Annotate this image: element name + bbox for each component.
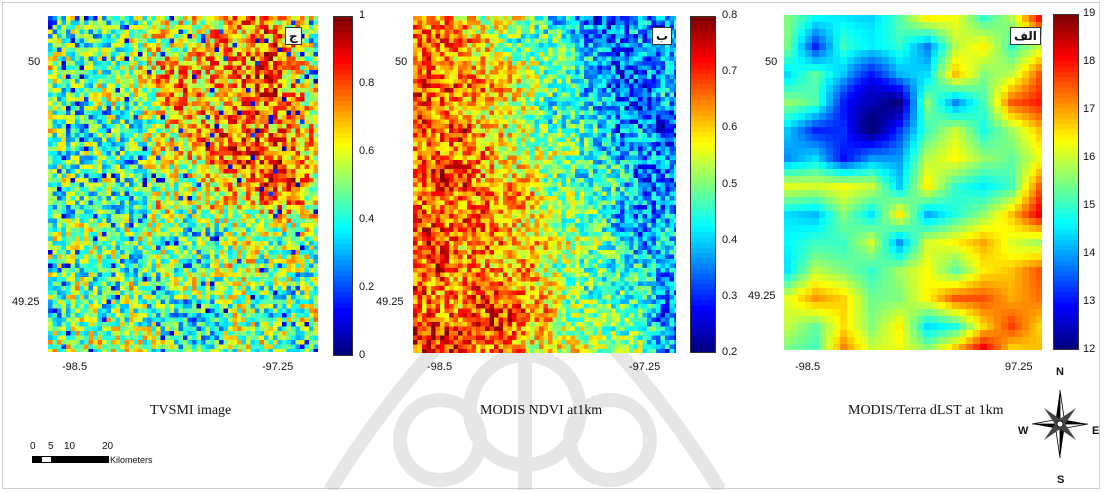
colorbar-tick: 16 <box>1083 151 1096 163</box>
map-panel-dlst <box>784 15 1042 350</box>
colorbar-gradient <box>1053 14 1079 351</box>
scale-tick: 20 <box>102 441 114 452</box>
caption-ndvi: MODIS NDVI at1km <box>480 403 603 418</box>
lat-tick: 50 <box>395 56 408 68</box>
compass-rose-icon <box>1031 389 1089 459</box>
colorbar-gradient <box>690 16 716 354</box>
colorbar-tick: 0.7 <box>722 65 738 78</box>
map-panel-tvsmi <box>48 16 318 352</box>
colorbar-tick: 0.4 <box>722 233 738 246</box>
lon-tick: -97.25 <box>262 361 294 373</box>
scale-tick: 0 <box>30 441 36 452</box>
lon-tick: -98.5 <box>795 361 821 373</box>
lat-tick: 50 <box>765 56 778 68</box>
compass-s: S <box>1057 474 1065 486</box>
colorbar-tick: 0.8 <box>359 77 375 89</box>
colorbar-tick: 0.2 <box>359 281 375 293</box>
colorbar-tick: 0.6 <box>722 121 738 134</box>
raster-grid <box>413 16 676 353</box>
panel-letter: ج <box>285 27 302 45</box>
colorbar-tick: 15 <box>1083 199 1096 211</box>
colorbar-tick: 0.3 <box>722 289 738 302</box>
compass-n: N <box>1056 366 1064 378</box>
caption-dlst: MODIS/Terra dLST at 1km <box>848 403 1004 418</box>
scale-unit: Kilometers <box>110 455 153 465</box>
raster-grid <box>48 16 318 352</box>
scale-bar <box>32 456 109 463</box>
scale-tick: 10 <box>64 441 76 452</box>
panel-letter: الف <box>1010 27 1041 45</box>
colorbar-tick: 0.2 <box>722 346 738 358</box>
colorbar <box>333 16 353 357</box>
lat-tick: 49.25 <box>748 290 776 302</box>
lat-tick: 49.25 <box>376 296 404 308</box>
colorbar-tick: 0.8 <box>722 9 738 21</box>
caption-tvsmi: TVSMI image <box>150 403 232 418</box>
lon-tick: -98.5 <box>427 361 453 373</box>
colorbar-tick: 0.4 <box>359 213 375 225</box>
lat-tick: 49.25 <box>12 296 40 308</box>
colorbar-gradient <box>333 16 353 357</box>
raster-grid <box>784 15 1042 350</box>
lon-tick: -98.5 <box>62 361 88 373</box>
colorbar-tick: 18 <box>1083 55 1096 67</box>
lon-tick: -97.25 <box>629 361 661 373</box>
colorbar <box>690 16 716 354</box>
colorbar-tick: 0.6 <box>359 145 375 157</box>
colorbar-tick: 12 <box>1083 343 1096 355</box>
panel-letter: ب <box>652 27 673 45</box>
colorbar-tick: 14 <box>1083 247 1096 259</box>
colorbar-tick: 0 <box>359 349 366 361</box>
lat-tick: 50 <box>28 56 41 68</box>
colorbar-tick: 19 <box>1083 7 1096 19</box>
lon-tick: 97.25 <box>1005 361 1033 373</box>
compass-e: E <box>1092 425 1100 437</box>
colorbar-tick: 13 <box>1083 295 1096 307</box>
colorbar-tick: 1 <box>359 9 366 21</box>
compass-w: W <box>1018 425 1029 437</box>
colorbar-tick: 17 <box>1083 103 1096 115</box>
scale-tick: 5 <box>48 441 54 452</box>
colorbar-tick: 0.5 <box>722 177 738 190</box>
map-panel-ndvi <box>413 16 676 353</box>
colorbar <box>1053 14 1079 351</box>
